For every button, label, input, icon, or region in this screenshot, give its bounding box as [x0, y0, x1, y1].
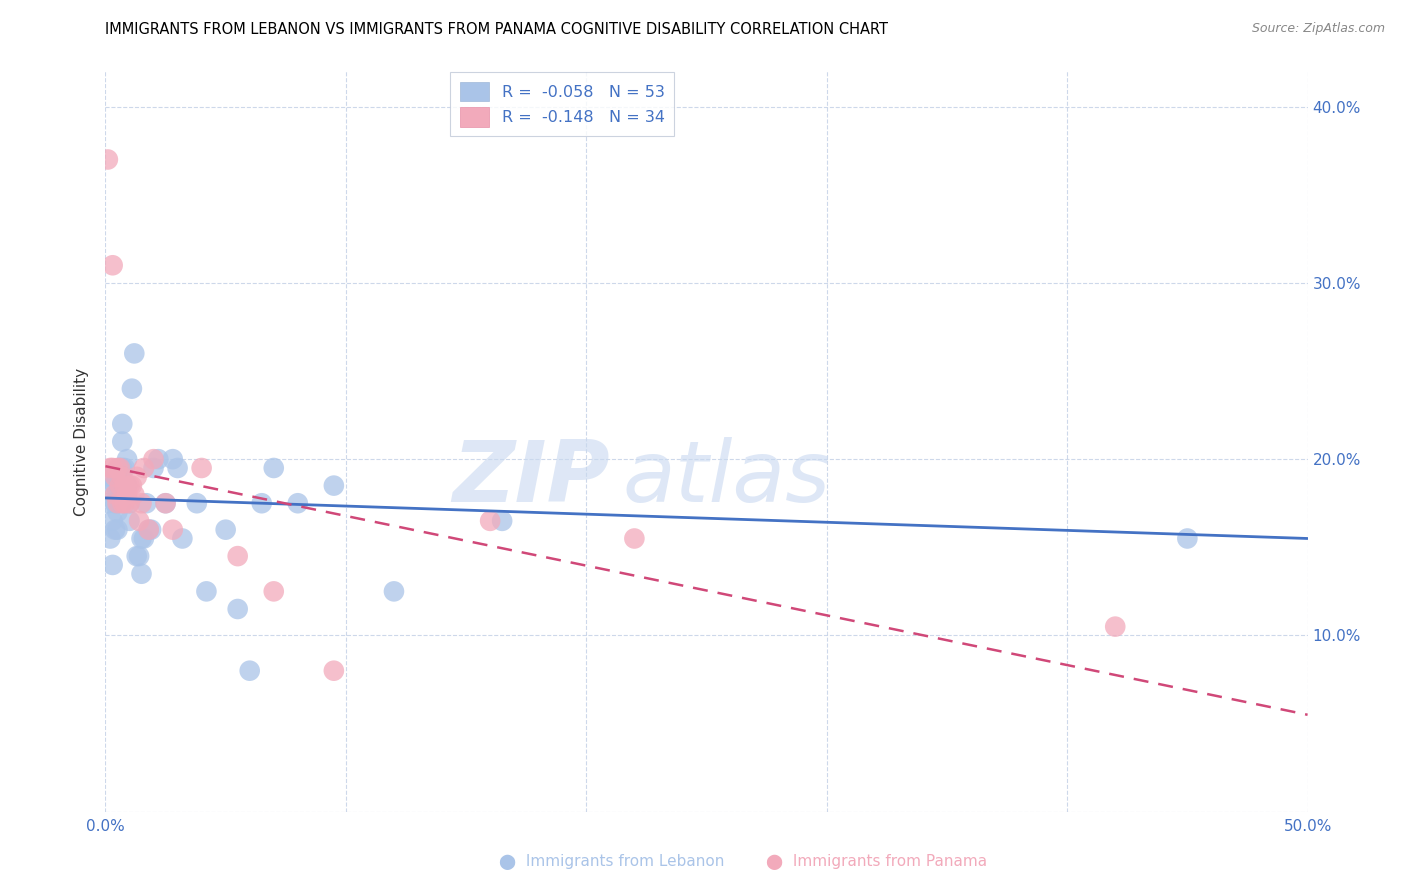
Point	[118, 514, 141, 528]
Point	[125, 470, 148, 484]
Point	[114, 496, 136, 510]
Point	[382, 584, 405, 599]
Point	[162, 452, 184, 467]
Point	[131, 496, 153, 510]
Point	[125, 549, 148, 563]
Point	[98, 470, 121, 484]
Point	[172, 532, 194, 546]
Point	[128, 549, 150, 563]
Point	[115, 478, 138, 492]
Point	[138, 523, 160, 537]
Point	[111, 417, 134, 431]
Point	[115, 487, 138, 501]
Point	[263, 461, 285, 475]
Point	[111, 434, 134, 449]
Point	[250, 496, 273, 510]
Point	[162, 523, 184, 537]
Point	[107, 487, 129, 501]
Point	[263, 584, 285, 599]
Point	[101, 461, 124, 475]
Point	[491, 514, 513, 528]
Point	[138, 523, 160, 537]
Point	[322, 664, 344, 678]
Point	[107, 523, 129, 537]
Point	[114, 478, 136, 492]
Point	[190, 461, 212, 475]
Point	[111, 496, 134, 510]
Point	[186, 496, 208, 510]
Point	[121, 382, 143, 396]
Point	[322, 478, 344, 492]
Point	[121, 478, 143, 492]
Text: IMMIGRANTS FROM LEBANON VS IMMIGRANTS FROM PANAMA COGNITIVE DISABILITY CORRELATI: IMMIGRANTS FROM LEBANON VS IMMIGRANTS FR…	[105, 22, 889, 37]
Point	[115, 452, 138, 467]
Point	[118, 478, 141, 492]
Point	[239, 664, 262, 678]
Point	[139, 523, 162, 537]
Point	[131, 566, 153, 581]
Point	[104, 470, 127, 484]
Legend: R =  -0.058   N = 53, R =  -0.148   N = 34: R = -0.058 N = 53, R = -0.148 N = 34	[450, 72, 673, 136]
Text: ⬤  Immigrants from Lebanon: ⬤ Immigrants from Lebanon	[499, 854, 724, 870]
Point	[98, 461, 121, 475]
Point	[108, 461, 131, 475]
Point	[108, 478, 131, 492]
Point	[101, 514, 124, 528]
Text: atlas: atlas	[623, 437, 831, 520]
Point	[124, 346, 146, 360]
Point	[107, 461, 129, 475]
Point	[98, 532, 121, 546]
Point	[118, 496, 141, 510]
Point	[101, 258, 124, 272]
Point	[226, 602, 249, 616]
Point	[479, 514, 502, 528]
Point	[107, 505, 129, 519]
Point	[104, 478, 127, 492]
Text: Source: ZipAtlas.com: Source: ZipAtlas.com	[1251, 22, 1385, 36]
Point	[135, 496, 157, 510]
Point	[124, 487, 146, 501]
Point	[148, 452, 170, 467]
Point	[104, 487, 127, 501]
Point	[107, 470, 129, 484]
Point	[214, 523, 236, 537]
Point	[104, 496, 127, 510]
Point	[108, 461, 131, 475]
Point	[142, 461, 165, 475]
Text: ⬤  Immigrants from Panama: ⬤ Immigrants from Panama	[766, 854, 987, 870]
Point	[111, 461, 134, 475]
Point	[287, 496, 309, 510]
Point	[166, 461, 188, 475]
Point	[155, 496, 177, 510]
Point	[108, 496, 131, 510]
Point	[97, 153, 120, 167]
Point	[1104, 619, 1126, 633]
Point	[104, 523, 127, 537]
Point	[118, 496, 141, 510]
Point	[155, 496, 177, 510]
Point	[111, 470, 134, 484]
Point	[101, 558, 124, 572]
Point	[97, 496, 120, 510]
Point	[1175, 532, 1198, 546]
Point	[114, 478, 136, 492]
Point	[101, 478, 124, 492]
Point	[142, 452, 165, 467]
Y-axis label: Cognitive Disability: Cognitive Disability	[75, 368, 90, 516]
Point	[131, 532, 153, 546]
Point	[114, 461, 136, 475]
Point	[108, 478, 131, 492]
Point	[107, 496, 129, 510]
Point	[195, 584, 218, 599]
Point	[132, 461, 155, 475]
Text: ZIP: ZIP	[453, 437, 610, 520]
Point	[132, 532, 155, 546]
Point	[226, 549, 249, 563]
Point	[623, 532, 645, 546]
Point	[128, 514, 150, 528]
